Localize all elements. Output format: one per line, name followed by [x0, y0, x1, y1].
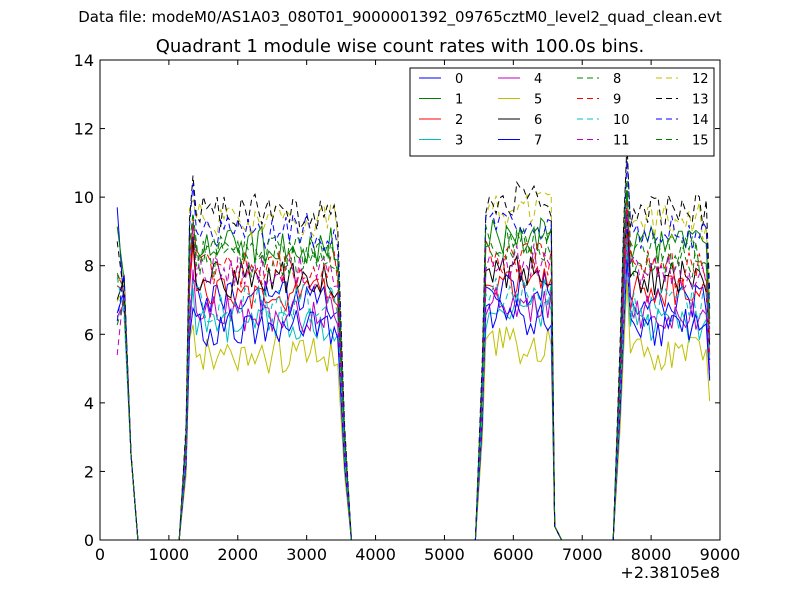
x-tick-label: 5000 — [424, 545, 465, 564]
plot-lines — [116, 143, 711, 541]
x-tick-label: 7000 — [562, 545, 603, 564]
x-tick-label: 1000 — [149, 545, 190, 564]
legend-label-12: 12 — [692, 72, 709, 87]
series-line-14 — [116, 160, 711, 541]
legend-label-6: 6 — [534, 113, 542, 128]
supertitle: Data file: modeM0/AS1A03_080T01_90000013… — [78, 8, 722, 26]
legend-label-7: 7 — [534, 134, 542, 149]
legend-label-3: 3 — [455, 134, 463, 149]
y-tick-label: 8 — [84, 257, 94, 276]
x-offset-label: +2.38105e8 — [620, 563, 720, 582]
plot-frame — [99, 59, 721, 541]
legend-label-5: 5 — [534, 93, 542, 108]
series-line-10 — [116, 238, 711, 541]
legend-label-9: 9 — [613, 93, 621, 108]
legend-label-1: 1 — [455, 93, 463, 108]
legend-label-2: 2 — [455, 113, 463, 128]
x-tick-label: 0 — [95, 545, 105, 564]
y-tick-label: 10 — [74, 188, 94, 207]
x-tick-label: 6000 — [493, 545, 534, 564]
x-tick-label: 4000 — [355, 545, 396, 564]
x-tick-label: 9000 — [700, 545, 741, 564]
legend-label-4: 4 — [534, 72, 542, 87]
y-tick-label: 2 — [84, 462, 94, 481]
legend-label-10: 10 — [613, 113, 630, 128]
axes: 0 1000 2000 3000 4000 5000 6000 7000 8000 9000 0 2 4… — [74, 51, 741, 582]
x-tick-label: 8000 — [631, 545, 672, 564]
legend-box — [409, 67, 715, 157]
legend-label-8: 8 — [613, 72, 621, 87]
legend-label-14: 14 — [692, 113, 709, 128]
series-line-13 — [116, 143, 711, 541]
series-line-11 — [116, 210, 711, 541]
y-tick-label: 6 — [84, 325, 94, 344]
x-tick-label: 3000 — [286, 545, 327, 564]
legend-label-13: 13 — [692, 93, 709, 108]
y-tick-label: 12 — [74, 120, 94, 139]
legend-label-0: 0 — [455, 72, 463, 87]
x-tick-label: 2000 — [217, 545, 258, 564]
y-tick-label: 4 — [84, 394, 94, 413]
y-tick-label: 0 — [84, 531, 94, 550]
y-tick-label: 14 — [74, 51, 94, 70]
legend-label-15: 15 — [692, 134, 709, 149]
legend-label-11: 11 — [613, 134, 630, 149]
chart-title: Quadrant 1 module wise count rates with … — [155, 36, 645, 57]
